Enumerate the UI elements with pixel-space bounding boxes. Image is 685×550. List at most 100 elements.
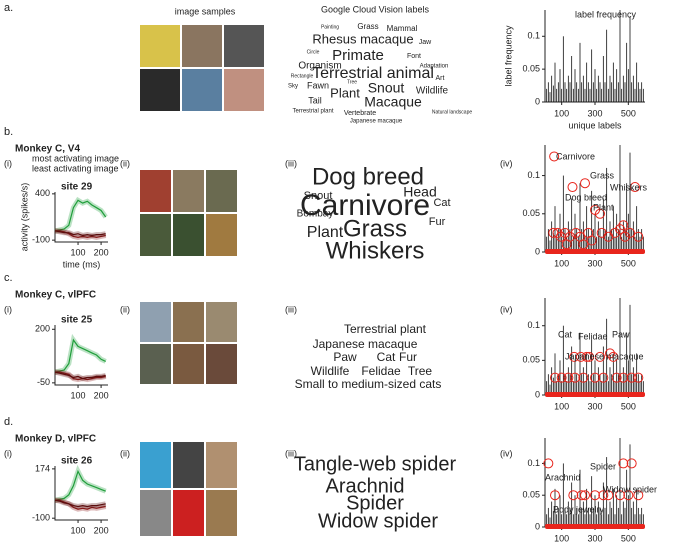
y-tick-label: 0 — [535, 521, 540, 531]
image-sample — [140, 214, 171, 256]
subpanel-label: (iii) — [285, 158, 297, 168]
image-sample — [173, 344, 204, 384]
image-sample — [206, 442, 237, 488]
cloud-word: Japanese macaque — [313, 337, 418, 351]
y-tick-label: 0.05 — [522, 355, 540, 365]
label-point — [615, 224, 625, 235]
subpanel-label: (iii) — [285, 304, 297, 314]
label-point — [598, 372, 609, 383]
y-tick-label: 0 — [535, 246, 540, 256]
label-point — [633, 231, 644, 242]
label-point — [570, 372, 580, 383]
y-tick-label: 0 — [535, 96, 540, 106]
subpanel-label: (iii) — [285, 448, 297, 458]
x-tick-label: 300 — [587, 533, 602, 543]
label-point — [569, 351, 580, 362]
y-tick-label: 0.05 — [522, 490, 540, 500]
y-tick-label: 0.1 — [527, 320, 540, 330]
label-point — [626, 372, 637, 383]
annotation: Body jewelry — [553, 504, 605, 514]
label-point — [584, 351, 595, 362]
label-point — [615, 490, 625, 501]
legend-entry: most activating image — [32, 153, 119, 163]
label-point — [550, 372, 560, 383]
cloud-word: Macaque — [364, 94, 422, 110]
annotation: Japanese macaque — [565, 351, 644, 361]
y-axis-label: label frequency — [503, 25, 513, 87]
label-point — [560, 227, 570, 238]
x-tick-label: 100 — [554, 108, 569, 118]
section-title: image samples — [175, 6, 236, 16]
image-sample — [140, 344, 171, 384]
response-line — [54, 371, 106, 380]
x-tick-label: 300 — [587, 258, 602, 268]
image-sample — [173, 214, 204, 256]
axes — [54, 325, 108, 386]
image-sample — [224, 69, 264, 111]
subpanel-label: (iv) — [500, 448, 513, 458]
axes — [54, 192, 108, 243]
image-sample — [206, 344, 237, 384]
response-line — [55, 230, 106, 239]
x-tick-label: 100 — [71, 247, 86, 257]
y-tick-label: -100 — [32, 235, 50, 245]
panel-letter: b. — [4, 126, 13, 138]
zero-labels — [545, 524, 645, 529]
cloud-word: Tangle-web spider — [294, 453, 457, 475]
image-sample — [182, 69, 222, 111]
label-point — [590, 372, 600, 383]
cloud-word: Small to medium-sized cats — [295, 377, 442, 391]
label-point — [623, 490, 634, 501]
image-sample — [140, 302, 171, 342]
x-tick-label: 100 — [554, 533, 569, 543]
subpanel-label: (iv) — [500, 158, 513, 168]
cloud-word: Head — [403, 184, 436, 200]
label-point — [611, 372, 622, 383]
y-tick-label: 400 — [35, 188, 50, 198]
x-tick-label: 200 — [94, 525, 109, 535]
image-sample — [173, 170, 204, 212]
label-point — [563, 372, 574, 383]
x-tick-label: 300 — [587, 401, 602, 411]
chart-title: label frequency — [575, 9, 637, 19]
cloud-word: Widow spider — [318, 510, 438, 532]
annotation: Paw — [612, 329, 630, 339]
response-line — [54, 338, 106, 373]
annotation: Grass — [590, 170, 615, 180]
label-point — [595, 208, 605, 219]
cloud-word: Vertebrate — [344, 110, 376, 117]
label-point — [625, 227, 635, 238]
subpanel-label: (ii) — [120, 158, 130, 168]
label-point — [620, 231, 630, 242]
y-tick-label: 200 — [35, 324, 50, 334]
panel-letter: c. — [4, 272, 13, 284]
x-axis-label: time (ms) — [63, 259, 101, 269]
panel-title: Monkey C, V4 — [15, 144, 80, 155]
label-point — [576, 490, 587, 501]
cloud-word: Grass — [357, 22, 378, 31]
cloud-word: Tail — [308, 95, 322, 105]
response-line — [54, 230, 106, 237]
cloud-word: Snout — [368, 80, 405, 96]
annotation: Arachnid — [545, 472, 581, 482]
label-point — [552, 227, 563, 238]
label-point — [590, 204, 600, 215]
label-point — [586, 235, 597, 246]
cloud-word: Whiskers — [326, 237, 425, 264]
cloud-word: Grass — [343, 215, 407, 242]
cloud-word: Painting — [321, 24, 339, 30]
label-point — [590, 490, 600, 501]
cloud-word: Cat — [433, 197, 450, 209]
x-tick-label: 500 — [621, 108, 636, 118]
label-point — [543, 458, 554, 469]
y-tick-label: 0.1 — [527, 170, 540, 180]
label-point — [633, 490, 644, 501]
image-sample — [206, 302, 237, 342]
panel-letter: a. — [4, 2, 13, 14]
image-sample — [140, 69, 180, 111]
subpanel-label: (ii) — [120, 448, 130, 458]
section-title: Google Cloud Vision labels — [321, 4, 429, 14]
cloud-word: Art — [436, 75, 445, 82]
axes — [54, 466, 108, 521]
label-point — [581, 351, 592, 362]
